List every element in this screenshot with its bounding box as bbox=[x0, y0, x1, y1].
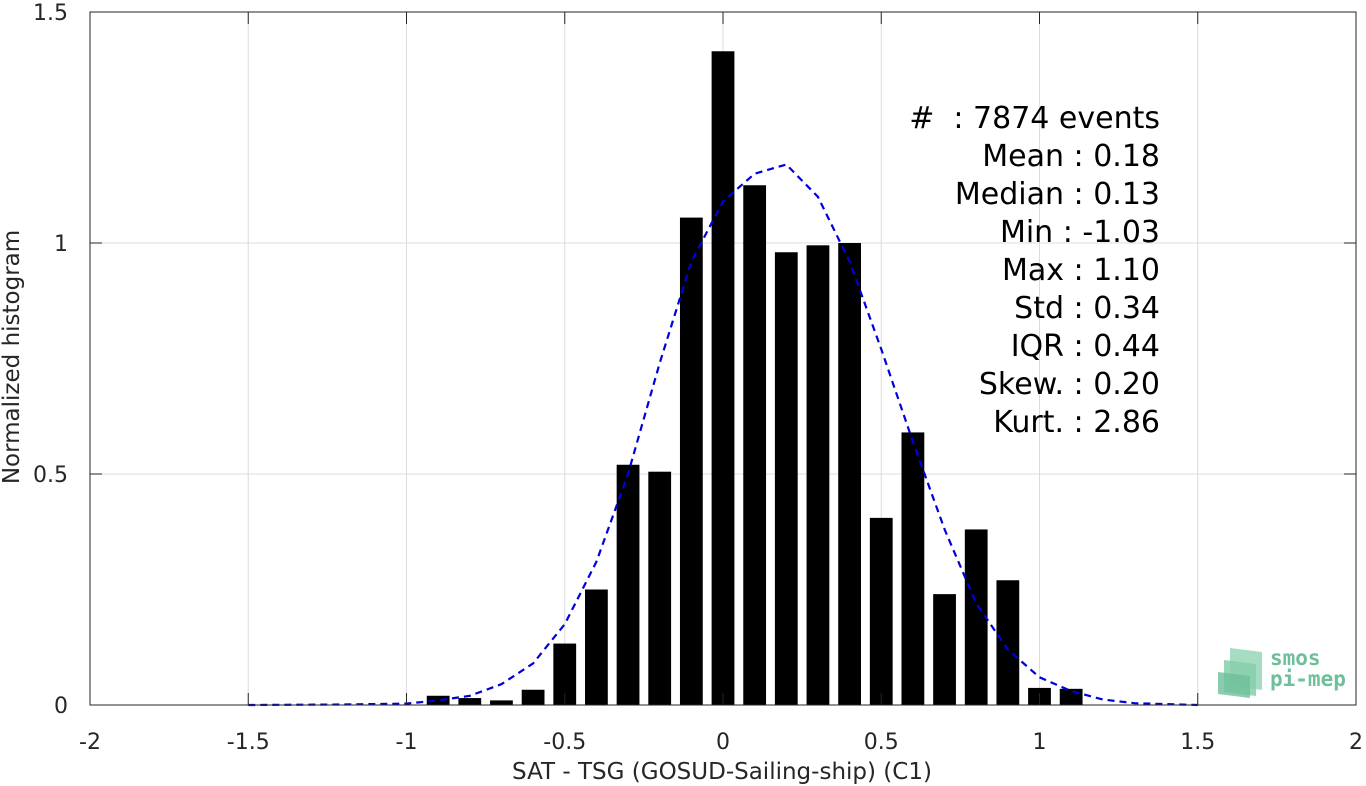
x-tick-label: 0 bbox=[716, 730, 730, 755]
histogram-bar bbox=[1059, 688, 1083, 705]
x-tick-label: -1.5 bbox=[227, 730, 270, 755]
histogram-bar bbox=[490, 700, 513, 705]
histogram-bar bbox=[553, 643, 577, 705]
histogram-bar bbox=[774, 252, 798, 706]
histogram-bar bbox=[901, 432, 925, 705]
stat-line: Skew. : 0.20 bbox=[979, 367, 1160, 402]
stat-line: Max : 1.10 bbox=[1002, 253, 1160, 288]
stat-line: Mean : 0.18 bbox=[982, 139, 1160, 174]
y-tick-label: 1 bbox=[54, 232, 68, 257]
stat-line: IQR : 0.44 bbox=[1011, 329, 1160, 364]
histogram-bar bbox=[426, 695, 450, 705]
histogram-bars bbox=[426, 51, 1083, 706]
histogram-bar bbox=[933, 594, 956, 705]
x-tick-label: -0.5 bbox=[543, 730, 586, 755]
histogram-bar bbox=[458, 698, 482, 705]
smos-pi-mep-logo: smos pi-mep bbox=[1218, 646, 1346, 698]
stat-line: # : 7874 events bbox=[909, 101, 1160, 136]
histogram-bar bbox=[679, 217, 703, 705]
y-tick-label: 0.5 bbox=[33, 463, 68, 488]
histogram-bar bbox=[964, 529, 988, 705]
x-tick-label: -2 bbox=[79, 730, 101, 755]
histogram-bar bbox=[585, 589, 608, 705]
histogram-bar bbox=[711, 51, 735, 705]
logo-line-2: pi-mep bbox=[1270, 667, 1346, 691]
y-tick-label: 0 bbox=[54, 694, 68, 719]
x-tick-label: 1 bbox=[1033, 730, 1047, 755]
histogram-bar bbox=[806, 245, 830, 705]
y-axis-title: Normalized histogram bbox=[0, 230, 25, 484]
x-tick-label: 0.5 bbox=[864, 730, 899, 755]
histogram-bar bbox=[743, 185, 767, 705]
x-tick-label: 1.5 bbox=[1180, 730, 1215, 755]
logo-mark-icon bbox=[1218, 648, 1262, 698]
x-tick-label: -1 bbox=[396, 730, 418, 755]
histogram-bar bbox=[648, 471, 672, 705]
x-tick-label: 2 bbox=[1349, 730, 1363, 755]
y-tick-labels: 0 0.5 1 1.5 bbox=[33, 1, 68, 719]
stat-line: Min : -1.03 bbox=[1000, 215, 1160, 250]
histogram-bar bbox=[838, 243, 861, 705]
stat-line: Median : 0.13 bbox=[955, 177, 1160, 212]
histogram-bar bbox=[996, 580, 1020, 705]
histogram-bar bbox=[869, 517, 893, 705]
stat-line: Kurt. : 2.86 bbox=[993, 405, 1160, 440]
histogram-bar bbox=[521, 689, 545, 705]
x-tick-labels: -2 -1.5 -1 -0.5 0 0.5 1 1.5 2 bbox=[79, 730, 1363, 755]
logo-line-1: smos bbox=[1270, 646, 1321, 670]
x-axis-title: SAT - TSG (GOSUD-Sailing-ship) (C1) bbox=[512, 759, 932, 785]
axis-ticks bbox=[89, 11, 1357, 706]
y-tick-label: 1.5 bbox=[33, 1, 68, 26]
normal-fit-curve bbox=[248, 163, 1198, 707]
stat-line: Std : 0.34 bbox=[1014, 291, 1160, 326]
histogram-bar bbox=[616, 464, 640, 705]
